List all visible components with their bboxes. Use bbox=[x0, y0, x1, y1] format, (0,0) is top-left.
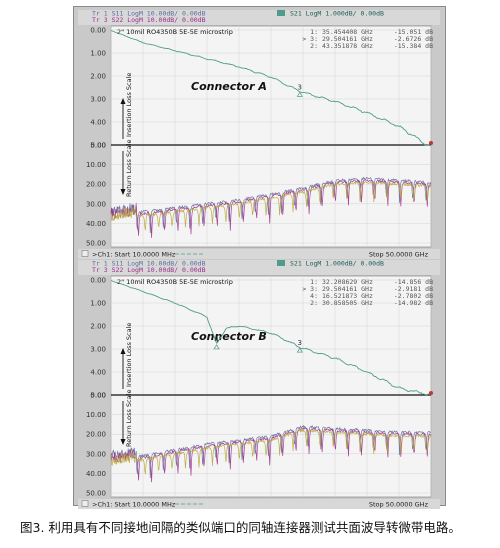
header-left-line2: Tr 3 S22 LogM 10.00dB/ 0.00dB bbox=[92, 266, 206, 274]
header-right-line1: S21 LogM 1.000dB/ 0.00dB bbox=[290, 260, 384, 268]
footer-stop: Stop 50.0000 GHz bbox=[369, 251, 429, 259]
insertion-tick-label: 3.00 bbox=[90, 346, 106, 354]
trace-indicator bbox=[277, 260, 285, 266]
s11-trace bbox=[110, 424, 432, 479]
marker-value: -15.384 dB bbox=[394, 42, 433, 50]
marker-frequency: 16.521873 GHz bbox=[322, 292, 373, 300]
s22-trace bbox=[110, 427, 432, 483]
s21b-trace bbox=[110, 181, 432, 231]
marker-label: > 3: bbox=[302, 285, 318, 293]
return-tick-label: 50.00 bbox=[86, 490, 106, 498]
footer-bar bbox=[78, 499, 440, 509]
marker-point bbox=[296, 347, 303, 353]
return-loss-label: Return Loss Scale bbox=[125, 390, 133, 447]
header-left-line2: Tr 3 S22 LogM 10.00dB/ 0.00dB bbox=[92, 16, 206, 24]
chart-title: Connector A bbox=[191, 80, 267, 93]
edge-marker bbox=[429, 391, 433, 395]
marker-frequency: 29.504161 GHz bbox=[322, 285, 373, 293]
footer-start: >Ch1: Start 10.0000 MHz bbox=[92, 251, 176, 259]
s11-trace bbox=[110, 176, 431, 234]
channel-box bbox=[81, 500, 89, 507]
s21b-trace bbox=[110, 427, 432, 475]
header-right-line1: S21 LogM 1.000dB/ 0.00dB bbox=[290, 10, 384, 18]
header-bar bbox=[78, 10, 440, 25]
insertion-tick-label: 0.00 bbox=[90, 27, 106, 35]
return-tick-label: 30.00 bbox=[86, 200, 106, 208]
insertion-tick-label: 2.00 bbox=[90, 73, 106, 81]
marker-frequency: 32.208629 GHz bbox=[322, 278, 373, 286]
marker-value: -14.856 dB bbox=[394, 278, 433, 286]
insertion-loss-trace bbox=[110, 30, 432, 147]
marker-label: 1: bbox=[310, 28, 318, 36]
insertion-tick-label: 2.00 bbox=[90, 323, 106, 331]
return-arrow-head bbox=[120, 189, 126, 195]
return-tick-label: 0.00 bbox=[90, 142, 106, 150]
chart-title: Connector B bbox=[191, 330, 267, 343]
marker-value: -15.051 dB bbox=[394, 28, 433, 36]
marker-value: -2.7802 dB bbox=[394, 292, 433, 300]
insertion-tick-label: 5.00 bbox=[90, 142, 106, 150]
return-tick-label: 0.00 bbox=[90, 392, 106, 400]
return-tick-label: 50.00 bbox=[86, 240, 106, 248]
return-tick-label: 40.00 bbox=[86, 470, 106, 478]
marker-label: > 3: bbox=[302, 35, 318, 43]
figure-caption: 图3. 利用具有不同接地间隔的类似端口的同轴连接器测试共面波导转微带电路。 bbox=[20, 520, 461, 535]
trace-indicator bbox=[277, 10, 285, 16]
marker-value: -14.982 dB bbox=[394, 299, 433, 307]
header-left-line1: Tr 1 S11 LogM 10.00dB/ 0.00dB bbox=[92, 10, 206, 18]
marker-point bbox=[213, 344, 220, 350]
marker-label: 1: bbox=[310, 278, 318, 286]
header-left-line1: Tr 1 S11 LogM 10.00dB/ 0.00dB bbox=[92, 260, 206, 268]
marker-frequency: 35.454408 GHz bbox=[322, 28, 373, 36]
chart-subtitle: 2" 10mil RO4350B 5E-5E microstrip bbox=[117, 28, 233, 36]
header-bar bbox=[78, 260, 440, 275]
return-tick-label: 40.00 bbox=[86, 220, 106, 228]
insertion-tick-label: 1.00 bbox=[90, 300, 106, 308]
channel-box bbox=[81, 250, 89, 257]
footer-stop: Stop 50.0000 GHz bbox=[369, 501, 429, 509]
marker-point bbox=[296, 91, 303, 97]
footer-bar bbox=[78, 249, 440, 259]
insertion-arrow-head bbox=[120, 348, 126, 354]
marker-frequency: 43.351878 GHz bbox=[322, 42, 373, 50]
marker-label: 2: bbox=[310, 42, 318, 50]
return-tick-label: 20.00 bbox=[86, 431, 106, 439]
marker-label: 2: bbox=[310, 299, 318, 307]
marker-value: -2.6726 dB bbox=[394, 35, 433, 43]
insertion-tick-label: 5.00 bbox=[90, 392, 106, 400]
insertion-tick-label: 3.00 bbox=[90, 96, 106, 104]
marker-point-label: 3 bbox=[298, 339, 302, 347]
insertion-loss-label: Insertion Loss Scale bbox=[125, 323, 133, 387]
marker-frequency: 29.504161 GHz bbox=[322, 35, 373, 43]
insertion-loss-label: Insertion Loss Scale bbox=[125, 73, 133, 137]
return-loss-label: Return Loss Scale bbox=[125, 140, 133, 197]
insertion-tick-label: 1.00 bbox=[90, 50, 106, 58]
insertion-loss-trace bbox=[110, 279, 432, 396]
chart-subtitle: 2" 10mil RO4350B 5E-5E microstrip bbox=[117, 278, 233, 286]
return-tick-label: 30.00 bbox=[86, 450, 106, 458]
insertion-tick-label: 4.00 bbox=[90, 369, 106, 377]
return-arrow-head bbox=[120, 439, 126, 445]
marker-point-label: 3 bbox=[298, 83, 302, 91]
marker-frequency: 30.858505 GHz bbox=[322, 299, 373, 307]
marker-value: -2.9181 dB bbox=[394, 285, 433, 293]
marker-point-label: 4 bbox=[214, 336, 219, 344]
return-tick-label: 20.00 bbox=[86, 181, 106, 189]
marker-label: 4: bbox=[310, 292, 318, 300]
return-tick-label: 10.00 bbox=[86, 411, 106, 419]
edge-marker bbox=[429, 141, 433, 145]
return-tick-label: 10.00 bbox=[86, 161, 106, 169]
footer-start: >Ch1: Start 10.0000 MHz bbox=[92, 501, 176, 509]
insertion-arrow-head bbox=[120, 98, 126, 104]
insertion-tick-label: 4.00 bbox=[90, 119, 106, 127]
insertion-tick-label: 0.00 bbox=[90, 277, 106, 285]
